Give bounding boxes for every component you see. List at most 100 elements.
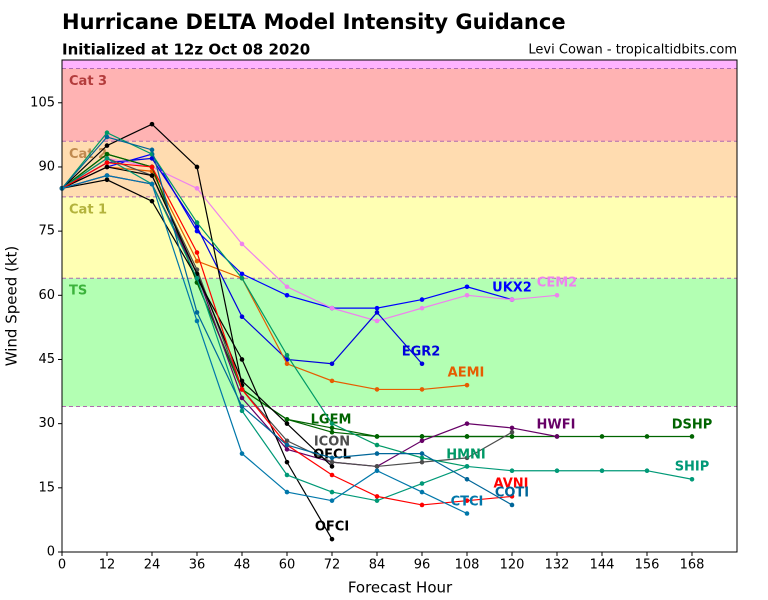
series-label: OFCI [315,520,349,535]
series-point [194,258,200,264]
series-point [194,250,200,255]
series-point [329,378,335,384]
series-point [329,489,335,495]
series-point [419,305,425,311]
series-point [104,173,110,178]
band-label: Cat 1 [69,202,107,217]
series-label: CTCI [451,495,484,510]
series-point [329,425,335,431]
y-tick-label: 45 [38,352,55,367]
series-point [284,421,290,426]
series-point [599,468,605,474]
chart-title: Hurricane DELTA Model Intensity Guidance [62,10,566,34]
series-point [239,271,245,277]
series-point [509,468,515,474]
series-label: HMNI [446,448,486,463]
series-point [149,164,155,170]
series-point [374,318,380,324]
series-point [329,464,335,469]
series-point [464,293,470,298]
series-point [239,404,245,409]
chart-subtitle: Initialized at 12z Oct 08 2020 [62,41,310,59]
series-point [419,387,425,392]
x-tick-label: 48 [234,558,251,573]
series-point [194,164,200,170]
series-point [104,164,110,170]
series-point [464,511,470,516]
series-point [194,318,200,324]
series-point [329,536,335,542]
series-label: EGR2 [402,345,441,360]
band-label: Cat 3 [69,74,107,89]
y-tick-label: 30 [38,416,55,431]
series-point [419,489,425,495]
series-point [239,408,245,414]
series-point [104,156,110,161]
series-point [464,382,470,388]
series-point [419,502,425,508]
y-tick-label: 90 [38,159,55,174]
series-point [284,284,290,290]
series-point [419,481,425,486]
series-point [689,434,695,439]
series-point [644,434,650,439]
series-point [104,134,110,140]
series-point [284,361,290,367]
plot-frame [61,59,738,553]
series-point [419,297,425,302]
series-point [239,241,245,247]
series-point [509,502,515,508]
series-point [239,451,245,456]
series-label: AEMI [448,366,485,381]
series-point [329,429,335,435]
series-point [374,434,380,439]
series-point [374,310,380,315]
x-tick-label: 60 [279,558,296,573]
y-tick-label: 60 [38,288,55,303]
series-point [419,455,425,461]
series-point [464,455,470,461]
series-point [104,130,110,136]
series-point [464,464,470,469]
series-point [419,438,425,444]
series-point [329,455,335,461]
series-point [104,160,110,165]
series-label: HWFI [537,418,576,433]
x-tick-label: 132 [545,558,570,573]
x-tick-label: 36 [189,558,206,573]
series-point [464,434,470,439]
series-point [419,361,425,367]
series-point [554,434,560,439]
series-point [374,468,380,474]
series-point [509,425,515,431]
band [62,278,737,407]
series-label: DSHP [672,418,713,433]
x-tick-label: 0 [58,558,66,573]
series-point [104,177,110,183]
series-label: COTI [495,486,529,501]
band-label: TS [69,284,87,299]
x-tick-label: 12 [99,558,116,573]
series-point [284,352,290,358]
series-point [149,181,155,187]
series-label: AVNI [494,477,529,492]
series-point [149,147,155,153]
series-line [61,174,468,515]
series-point [419,451,425,456]
series-point [644,468,650,474]
y-tick-label: 105 [30,95,55,110]
series-point [284,417,290,422]
series-point [194,310,200,315]
x-tick-label: 120 [500,558,525,573]
series-point [194,186,200,191]
series-point [374,451,380,456]
series-point [149,173,155,178]
series-point [419,434,425,439]
series-point [239,357,245,362]
series-label: CEM2 [537,276,577,291]
series-point [194,275,200,281]
series-point [464,421,470,426]
series-point [284,489,290,495]
series-point [374,494,380,499]
